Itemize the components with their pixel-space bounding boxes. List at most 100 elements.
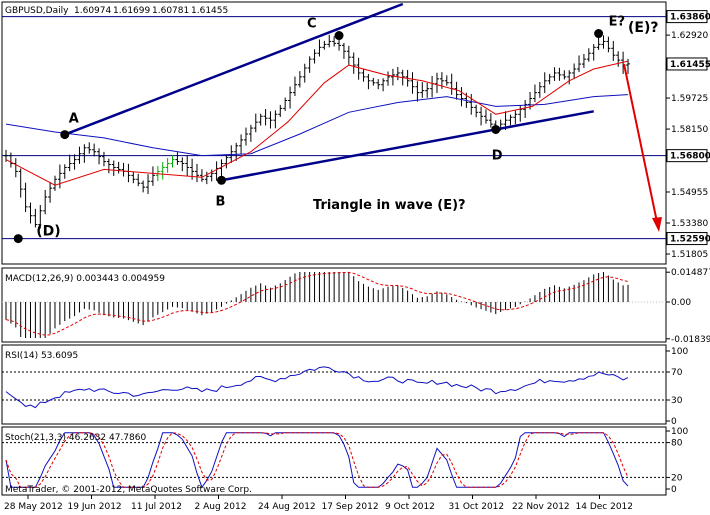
ohlc-bar [199, 169, 204, 182]
rsi-tick-label: 30 [671, 396, 683, 406]
ohlc-bar [322, 40, 327, 50]
macd-signal-line [5, 271, 629, 336]
price-tick-label: 1.58150 [671, 125, 708, 135]
ohlc-bar [52, 175, 57, 191]
wave-label-e: E? [609, 15, 625, 30]
ohlc-bar [248, 124, 253, 142]
ohlc-bar [469, 94, 474, 115]
macd-panel [1, 267, 667, 343]
ohlc-bar [146, 174, 151, 194]
ohlc-bar [454, 81, 459, 100]
wave-label-b: B [215, 194, 225, 209]
ohlc-bar [292, 76, 297, 96]
time-tick-label: 2 Aug 2012 [195, 502, 247, 512]
footer-copyright: MetaTrader, © 2001-2012, MetaQuotes Soft… [5, 485, 252, 495]
rsi-panel [1, 344, 667, 425]
ohlc-bar [395, 66, 400, 81]
ohlc-bar [224, 155, 229, 169]
ohlc-bar [263, 109, 268, 126]
ohlc-bar [591, 44, 596, 61]
ohlc-bar [317, 39, 322, 57]
ohlc-bar [141, 180, 146, 193]
stoch-label: Stoch(21,3,3) 46.2632 47.7860 [5, 433, 146, 443]
ohlc-bar [33, 208, 38, 228]
ohlc-bar [101, 151, 106, 167]
ohlc-bar [547, 73, 552, 85]
time-tick-label: 9 Oct 2012 [385, 502, 435, 512]
ohlc-bar [376, 79, 381, 90]
ohlc-bar [523, 99, 528, 118]
ohlc-bar [195, 163, 200, 183]
price-tick-label: 1.51805 [671, 250, 708, 260]
time-tick-label: 31 Oct 2012 [449, 502, 505, 512]
ohlc-bar [62, 164, 67, 179]
ohlc-bar [611, 40, 616, 61]
stoch-tick-label: 20 [671, 473, 683, 483]
ohlc-open: 1.60974 [74, 6, 111, 16]
projection-arrow [623, 63, 658, 223]
time-tick-label: 11 Jul 2012 [131, 502, 182, 512]
ohlc-bar [577, 55, 582, 73]
ohlc-bar [459, 87, 464, 107]
ohlc-bar [542, 72, 547, 93]
ohlc-bar [160, 162, 165, 180]
price-tick-label: 1.54955 [671, 188, 708, 198]
ohlc-bar [307, 56, 312, 73]
symbol-label: GBPUSD,Daily [5, 6, 69, 16]
price-tick-label: 1.59725 [671, 94, 708, 104]
wave-e-point [594, 29, 604, 39]
rsi-tick-label: 100 [671, 347, 688, 357]
ohlc-bar [204, 171, 209, 185]
ohlc-bar [483, 109, 488, 124]
ohlc-bar [288, 86, 293, 109]
ohlc-bar [283, 97, 288, 111]
stoch-tick-label: 80 [671, 439, 683, 449]
ohlc-low: 1.60781 [152, 6, 189, 16]
ohlc-bar [87, 142, 92, 154]
ohlc-bar [557, 67, 562, 81]
ohlc-bar [532, 84, 537, 103]
wave-label-c: C [307, 17, 317, 32]
ohlc-bar [346, 45, 351, 65]
ohlc-bar [606, 36, 611, 53]
macd-tick-label: 0.014877 [671, 268, 710, 278]
ohlc-bar [581, 53, 586, 68]
slow-moving-average [5, 94, 629, 157]
ohlc-bar [239, 134, 244, 155]
ohlc-bar [131, 172, 136, 184]
ohlc-bar [273, 110, 278, 129]
ohlc-bars [4, 34, 630, 229]
time-tick-label: 24 Aug 2012 [258, 502, 316, 512]
ohlc-bar [562, 70, 567, 80]
ohlc-bar [48, 181, 53, 203]
ohlc-bar [111, 160, 116, 176]
wave-label-d: D [492, 148, 503, 163]
stoch-tick-label: 0 [671, 485, 677, 495]
ohlc-bar [92, 143, 97, 157]
ohlc-bar [327, 34, 332, 48]
ohlc-bar [552, 67, 557, 81]
time-tick-label: 22 Nov 2012 [512, 502, 570, 512]
ohlc-bar [23, 182, 28, 213]
ohlc-bar [253, 113, 258, 133]
ohlc-bar [351, 52, 356, 74]
ohlc-bar [616, 51, 621, 67]
ohlc-bar [165, 158, 170, 173]
ohlc-bar [567, 70, 572, 85]
time-tick-label: 19 Jun 2012 [68, 502, 122, 512]
ohlc-bar [175, 152, 180, 165]
ohlc-bar [209, 169, 214, 182]
ohlc-bar [77, 146, 82, 164]
time-tick-label: 17 Sep 2012 [322, 502, 379, 512]
rsi-label: RSI(14) 53.6095 [5, 351, 78, 361]
ohlc-bar [116, 161, 121, 174]
ohlc-bar [67, 154, 72, 172]
ohlc-close: 1.61455 [191, 6, 228, 16]
ohlc-bar [150, 166, 155, 186]
ohlc-bar [57, 164, 62, 189]
ohlc-bar [601, 35, 606, 49]
time-tick-label: 28 May 2012 [4, 502, 63, 512]
ohlc-bar [106, 158, 111, 174]
ohlc-bar [136, 173, 141, 187]
